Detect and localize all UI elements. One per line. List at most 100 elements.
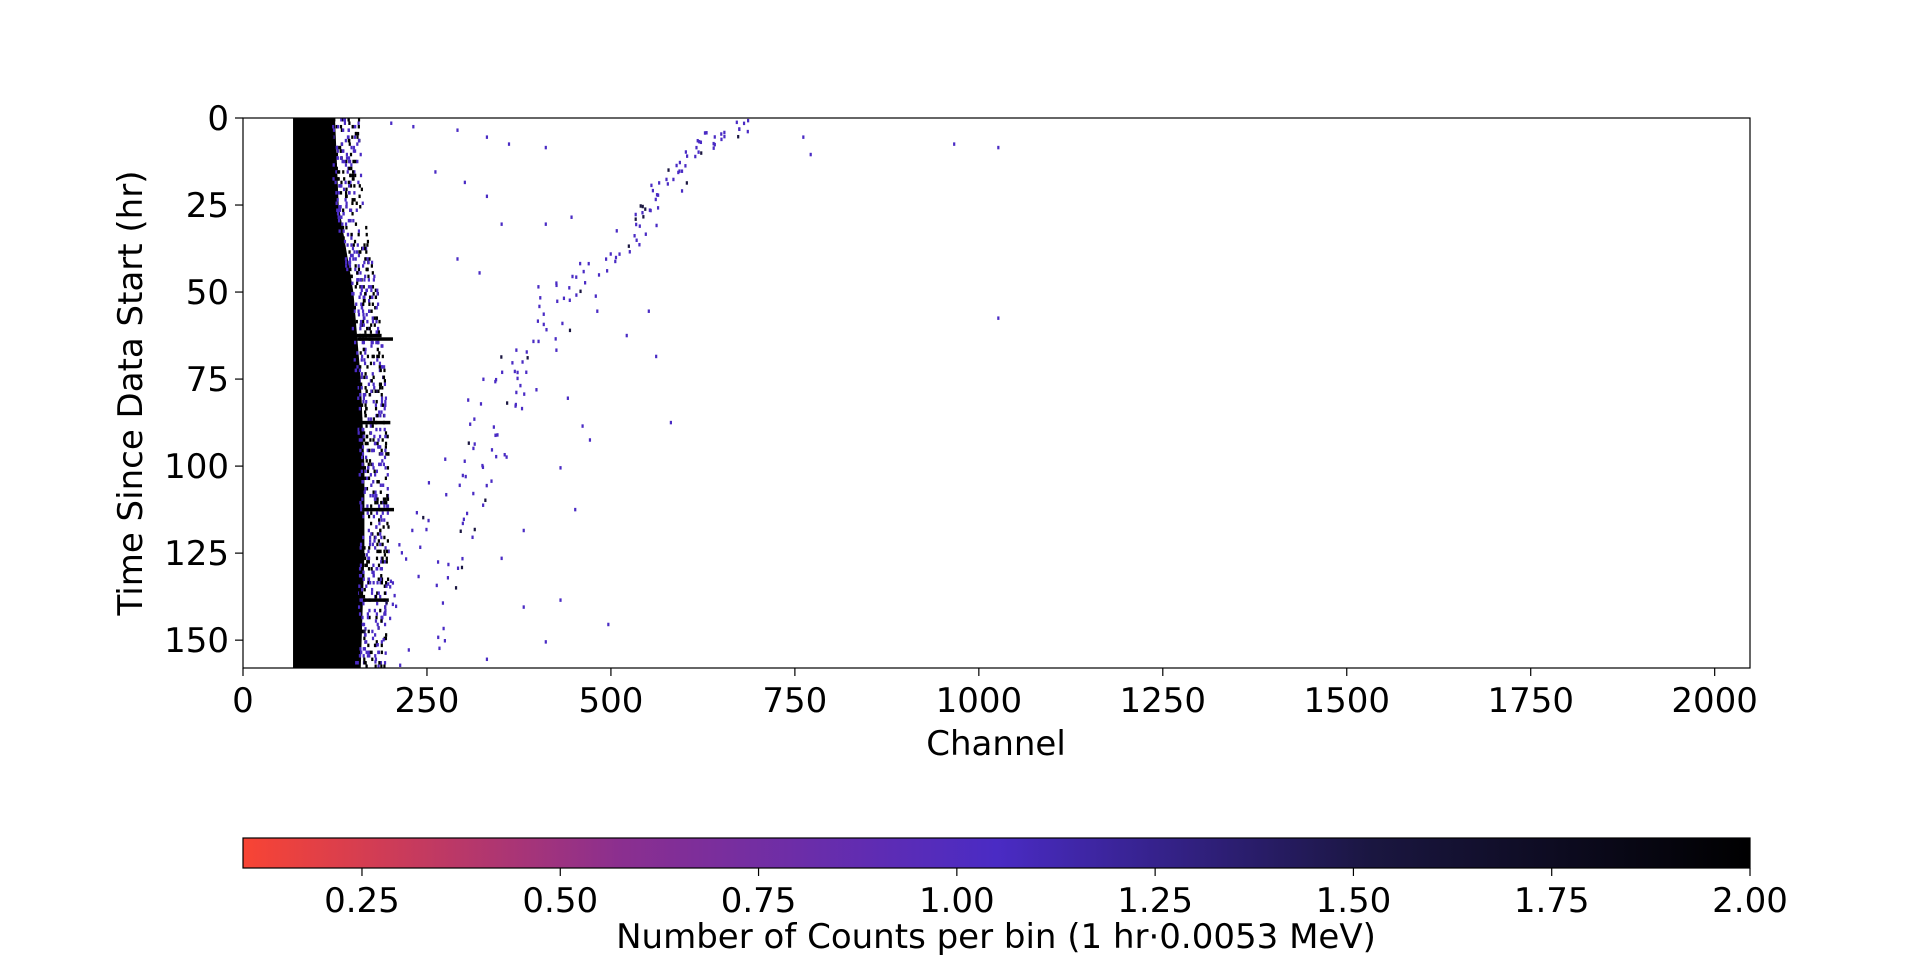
fringe-bin xyxy=(358,612,362,616)
fringe-bin xyxy=(337,177,340,181)
fringe-bin xyxy=(353,135,357,139)
fringe-bin xyxy=(373,434,376,439)
fringe-bin xyxy=(353,170,356,174)
fringe-bin xyxy=(351,135,354,139)
fringe-bin xyxy=(385,556,388,561)
fringe-bin xyxy=(377,504,381,508)
fringe-bin xyxy=(335,145,338,150)
fringe-bin xyxy=(334,163,337,167)
fringe-bin xyxy=(362,319,365,324)
fringe-bin xyxy=(383,664,386,668)
fringe-bin xyxy=(382,483,385,487)
fringe-bin xyxy=(379,368,382,373)
fringe-bin xyxy=(374,288,377,293)
scatter-bin xyxy=(434,170,437,174)
fringe-bin xyxy=(381,615,384,620)
fringe-bin xyxy=(340,156,343,160)
band-bin xyxy=(628,250,631,254)
fringe-bin xyxy=(362,654,365,658)
fringe-bin xyxy=(375,493,378,498)
fringe-bin xyxy=(341,225,345,230)
band-bin xyxy=(461,556,464,561)
x-tick-label: 1500 xyxy=(1303,681,1390,721)
fringe-bin xyxy=(371,354,374,359)
fringe-bin xyxy=(345,260,348,265)
fringe-bin xyxy=(358,368,362,373)
fringe-bin xyxy=(362,514,365,519)
fringe-bin xyxy=(362,340,366,345)
fringe-bin xyxy=(376,288,379,293)
band-bin xyxy=(422,515,425,520)
fringe-bin xyxy=(344,194,348,199)
band-bin xyxy=(641,204,644,209)
band-bin xyxy=(465,511,469,516)
fringe-bin xyxy=(359,323,362,327)
scatter-bin xyxy=(544,145,547,150)
fringe-bin xyxy=(348,274,351,279)
band-bin xyxy=(594,294,597,298)
fringe-bin xyxy=(352,159,355,164)
fringe-bin xyxy=(371,319,375,324)
fringe-bin xyxy=(358,574,362,578)
fringe-bin xyxy=(369,493,372,498)
fringe-bin xyxy=(363,278,366,282)
fringe-bin xyxy=(341,222,344,226)
fringe-bin xyxy=(357,427,360,432)
band-bin xyxy=(523,392,526,396)
fringe-bin xyxy=(357,267,361,272)
colorbar-tick-label: 0.75 xyxy=(721,881,797,921)
band-bin xyxy=(500,355,503,359)
fringe-bin xyxy=(332,177,335,181)
fringe-bin xyxy=(375,556,379,561)
fringe-bin xyxy=(369,361,373,366)
fringe-bin xyxy=(353,149,357,153)
band-bin xyxy=(538,304,541,309)
fringe-bin xyxy=(386,466,390,470)
fringe-bin xyxy=(370,511,373,515)
fringe-bin xyxy=(357,180,360,185)
fringe-bin xyxy=(362,396,366,400)
fringe-bin xyxy=(384,434,387,439)
fringe-bin xyxy=(336,156,339,160)
scatter-bin xyxy=(647,309,650,313)
fringe-bin xyxy=(348,159,351,164)
y-tick-label: 125 xyxy=(164,534,229,574)
fringe-bin xyxy=(379,608,382,613)
band-bin xyxy=(539,296,542,300)
fringe-bin xyxy=(366,257,369,261)
band-bin xyxy=(680,189,684,193)
fringe-bin xyxy=(373,323,376,327)
band-bin xyxy=(699,140,703,145)
fringe-bin xyxy=(351,124,354,129)
band-bin xyxy=(634,217,637,221)
scatter-bin xyxy=(485,657,489,662)
band-bin xyxy=(363,629,366,634)
fringe-bin xyxy=(380,580,384,585)
fringe-bin xyxy=(372,514,375,519)
scatter-bin xyxy=(559,466,562,470)
fringe-bin xyxy=(338,229,341,233)
fringe-bin xyxy=(367,629,370,634)
fringe-bin xyxy=(376,567,379,571)
fringe-bin xyxy=(375,316,379,320)
fringe-bin xyxy=(369,521,373,526)
band-bin xyxy=(675,163,678,168)
fringe-bin xyxy=(380,396,384,400)
fringe-bin xyxy=(360,507,363,512)
y-tick-label: 100 xyxy=(164,447,229,487)
fringe-bin xyxy=(376,601,379,606)
band-bin xyxy=(642,215,645,219)
fringe-bin xyxy=(362,577,365,581)
fringe-bin xyxy=(347,218,350,223)
scatter-bin xyxy=(566,396,569,400)
band-bin xyxy=(391,602,394,607)
fringe-bin xyxy=(348,264,352,268)
fringe-bin xyxy=(363,243,366,247)
fringe-bin xyxy=(370,264,373,268)
band-bin xyxy=(678,160,681,165)
fringe-bin xyxy=(363,647,367,651)
fringe-bin xyxy=(361,309,365,313)
fringe-bin xyxy=(363,546,366,550)
fringe-bin xyxy=(358,654,362,658)
fringe-bin xyxy=(380,500,383,505)
